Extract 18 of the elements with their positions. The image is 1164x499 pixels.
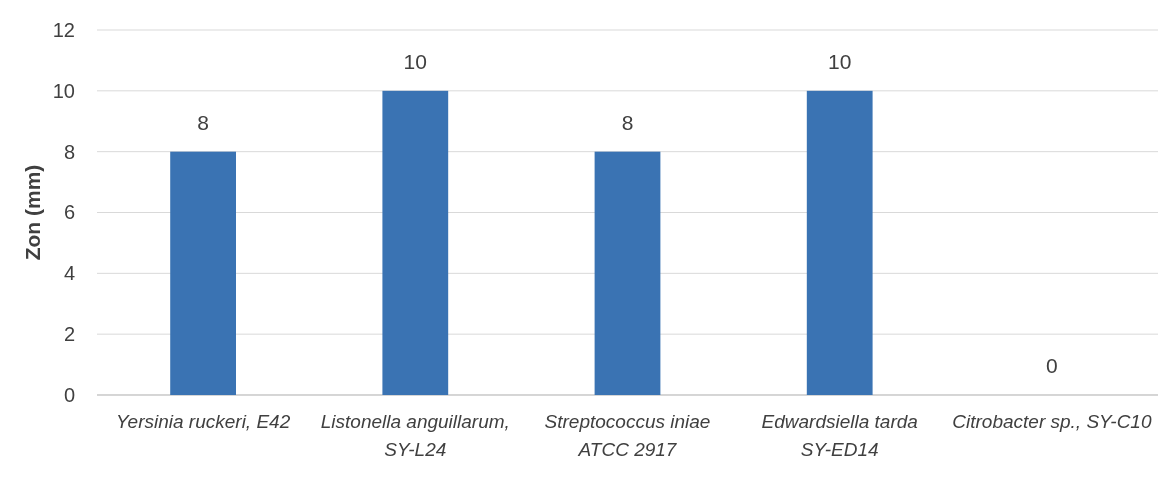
data-label: 0	[1046, 354, 1058, 377]
data-label: 10	[403, 49, 427, 73]
data-label: 8	[621, 110, 634, 134]
data-label: 10	[828, 49, 852, 73]
x-tick-label: Citrobacter sp., SY-C10	[952, 411, 1152, 432]
y-tick-label: 2	[63, 323, 75, 346]
x-tick-label: Edwardsiella tarda SY-ED14	[761, 411, 918, 460]
x-tick-label: Streptococcus iniae ATCC 2917	[544, 411, 711, 460]
y-tick-label: 8	[63, 140, 75, 163]
y-axis-title: Zon (mm)	[21, 164, 44, 261]
y-tick-label: 0	[63, 383, 75, 406]
x-tick-label: Yersinia ruckeri, E42	[115, 411, 291, 432]
x-tick-label: Listonella anguillarum, SY-L24	[320, 411, 510, 460]
y-tick-label: 4	[63, 262, 75, 285]
data-label: 8	[197, 110, 209, 134]
y-tick-label: 6	[63, 201, 75, 224]
y-tick-label: 10	[52, 79, 75, 102]
y-tick-label: 12	[52, 18, 75, 41]
